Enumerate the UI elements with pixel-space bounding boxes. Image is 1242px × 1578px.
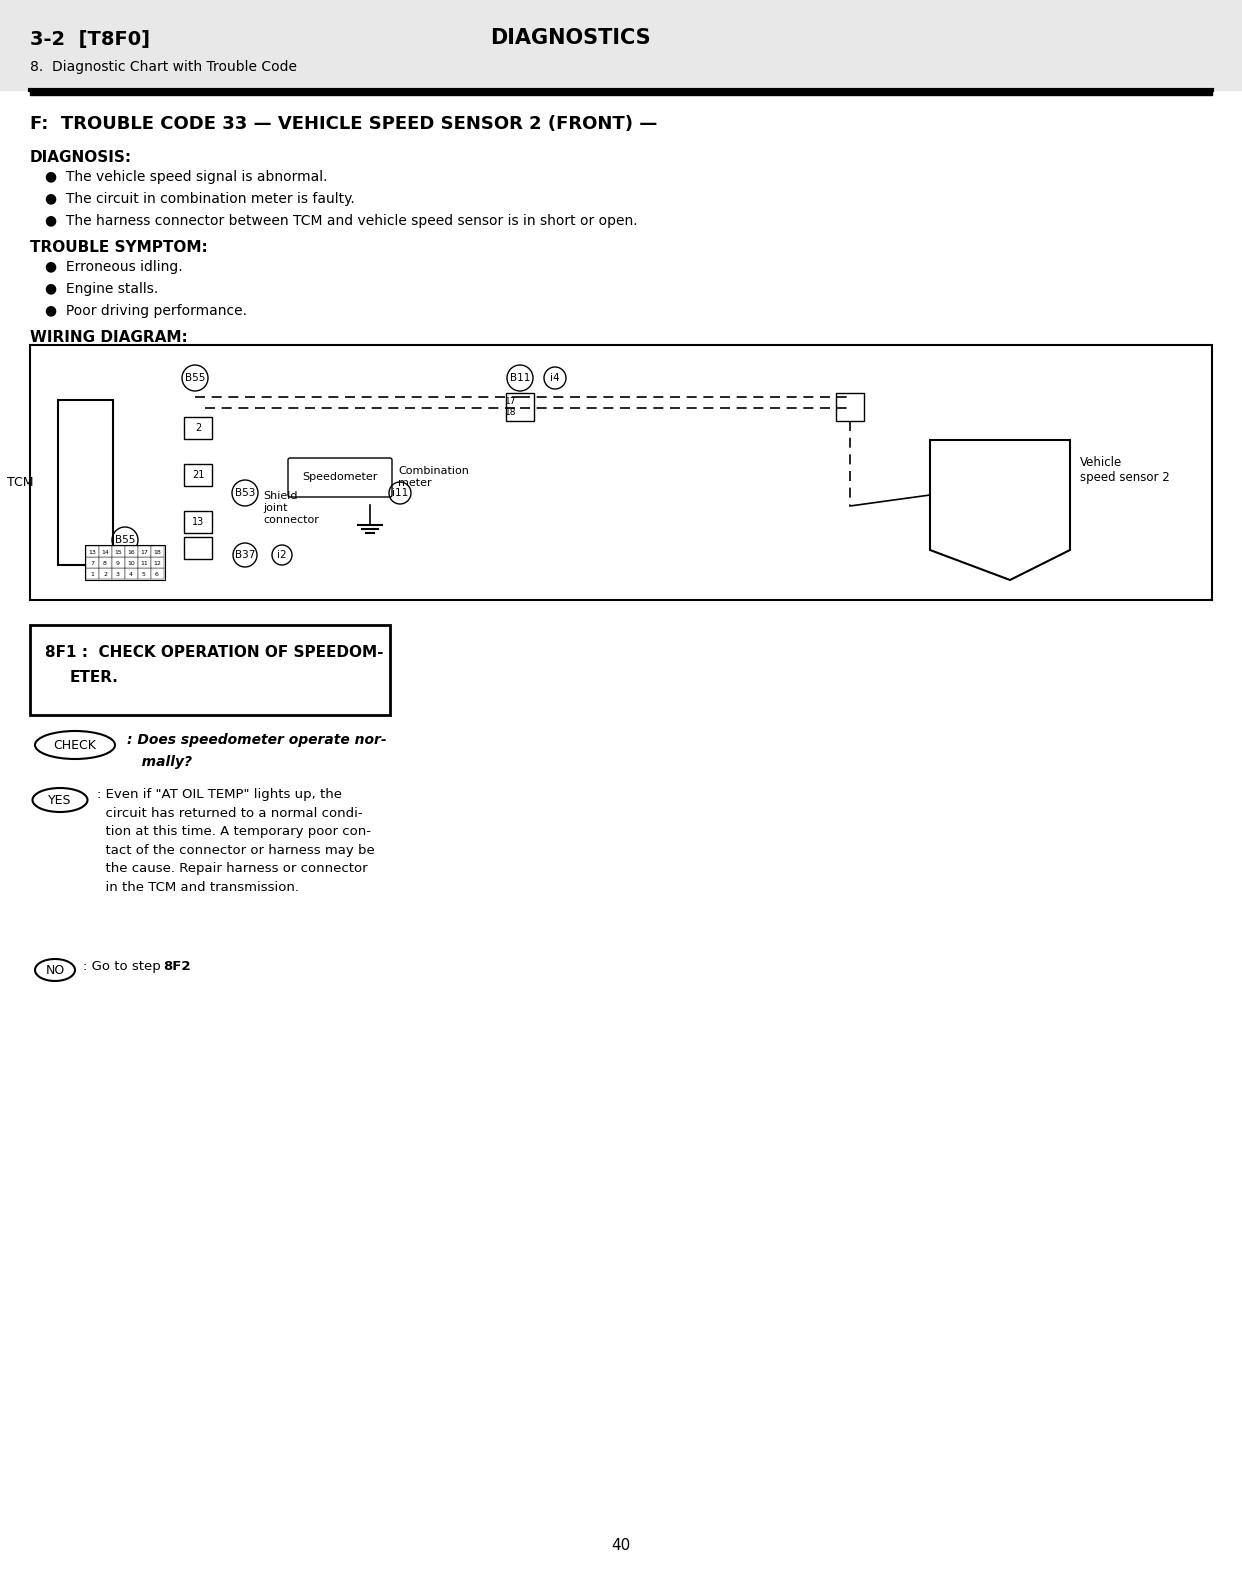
Bar: [125, 557, 138, 568]
Text: 13: 13: [191, 518, 204, 527]
Text: DIAGNOSTICS: DIAGNOSTICS: [491, 28, 651, 47]
Text: 14: 14: [101, 549, 109, 554]
Text: Speedometer: Speedometer: [302, 472, 378, 481]
Text: 17
18: 17 18: [505, 398, 517, 417]
Text: 8F1 :  CHECK OPERATION OF SPEEDOM-: 8F1 : CHECK OPERATION OF SPEEDOM-: [45, 645, 384, 660]
Text: 9: 9: [116, 560, 120, 565]
Bar: [30, 88, 1212, 95]
Text: ●  The circuit in combination meter is faulty.: ● The circuit in combination meter is fa…: [45, 193, 355, 207]
Bar: [138, 546, 152, 557]
Text: 1: 1: [91, 571, 94, 576]
Text: YES: YES: [48, 794, 72, 806]
Bar: [152, 568, 164, 579]
FancyBboxPatch shape: [288, 458, 392, 497]
Bar: [99, 568, 112, 579]
Text: F:  TROUBLE CODE 33 — VEHICLE SPEED SENSOR 2 (FRONT) —: F: TROUBLE CODE 33 — VEHICLE SPEED SENSO…: [30, 115, 657, 133]
Text: ●  The vehicle speed signal is abnormal.: ● The vehicle speed signal is abnormal.: [45, 170, 328, 185]
Text: TCM: TCM: [6, 475, 34, 489]
Text: 18: 18: [153, 549, 161, 554]
Bar: [112, 568, 125, 579]
Text: 13: 13: [88, 549, 96, 554]
Bar: [836, 393, 864, 421]
Text: 2: 2: [103, 571, 107, 576]
Bar: [30, 346, 1212, 600]
Text: 16: 16: [127, 549, 135, 554]
Bar: [86, 546, 99, 557]
Text: Shield
joint
connector: Shield joint connector: [263, 491, 319, 524]
Text: i11: i11: [392, 488, 409, 499]
Text: ETER.: ETER.: [70, 671, 119, 685]
Text: ●  The harness connector between TCM and vehicle speed sensor is in short or ope: ● The harness connector between TCM and …: [45, 215, 637, 227]
Bar: [125, 546, 138, 557]
Bar: [138, 557, 152, 568]
Text: 21: 21: [191, 470, 204, 480]
Text: mally?: mally?: [127, 754, 193, 768]
Bar: [86, 557, 99, 568]
Text: 12: 12: [153, 560, 161, 565]
Text: B37: B37: [235, 551, 255, 560]
Text: Combination
meter: Combination meter: [397, 466, 469, 488]
Text: : Even if "AT OIL TEMP" lights up, the
  circuit has returned to a normal condi-: : Even if "AT OIL TEMP" lights up, the c…: [97, 787, 375, 893]
Bar: [152, 557, 164, 568]
Text: B55: B55: [114, 535, 135, 544]
Text: CHECK: CHECK: [53, 739, 97, 751]
Bar: [0, 0, 1242, 9]
Text: ●  Poor driving performance.: ● Poor driving performance.: [45, 305, 247, 319]
Text: 17: 17: [140, 549, 148, 554]
Bar: [138, 568, 152, 579]
Text: B55: B55: [185, 372, 205, 383]
Text: 11: 11: [140, 560, 148, 565]
Ellipse shape: [32, 787, 87, 813]
Bar: [0, 0, 1242, 90]
Ellipse shape: [35, 959, 75, 982]
Text: WIRING DIAGRAM:: WIRING DIAGRAM:: [30, 330, 188, 346]
Text: i2: i2: [277, 551, 287, 560]
Bar: [99, 557, 112, 568]
Bar: [58, 399, 113, 565]
Bar: [30, 625, 390, 715]
Text: 8F2: 8F2: [163, 959, 190, 972]
Text: 4: 4: [129, 571, 133, 576]
Bar: [125, 568, 138, 579]
Text: .: .: [188, 959, 191, 972]
Text: B11: B11: [509, 372, 530, 383]
Bar: [184, 537, 212, 559]
Text: DIAGNOSIS:: DIAGNOSIS:: [30, 150, 132, 166]
Bar: [505, 393, 534, 421]
Text: : Go to step: : Go to step: [83, 959, 165, 972]
Bar: [152, 546, 164, 557]
Text: 8: 8: [103, 560, 107, 565]
Text: 15: 15: [114, 549, 122, 554]
Text: B53: B53: [235, 488, 255, 499]
Text: ●  Engine stalls.: ● Engine stalls.: [45, 282, 158, 297]
Text: 10: 10: [127, 560, 135, 565]
Text: 3-2  [T8F0]: 3-2 [T8F0]: [30, 30, 150, 49]
Text: i4: i4: [550, 372, 560, 383]
Bar: [0, 0, 1242, 9]
Bar: [84, 544, 165, 581]
Text: 7: 7: [89, 560, 94, 565]
Bar: [86, 568, 99, 579]
Text: NO: NO: [46, 964, 65, 977]
Ellipse shape: [35, 731, 116, 759]
Bar: [184, 417, 212, 439]
Text: 3: 3: [116, 571, 120, 576]
Bar: [112, 546, 125, 557]
Bar: [184, 464, 212, 486]
Bar: [112, 557, 125, 568]
Text: 40: 40: [611, 1537, 631, 1553]
Text: : Does speedometer operate nor-: : Does speedometer operate nor-: [127, 734, 386, 746]
Text: 8.  Diagnostic Chart with Trouble Code: 8. Diagnostic Chart with Trouble Code: [30, 60, 297, 74]
Text: 6: 6: [155, 571, 159, 576]
Text: Vehicle
speed sensor 2: Vehicle speed sensor 2: [1081, 456, 1170, 484]
Text: ●  Erroneous idling.: ● Erroneous idling.: [45, 260, 183, 275]
Text: 2: 2: [195, 423, 201, 432]
Bar: [99, 546, 112, 557]
Text: 5: 5: [142, 571, 147, 576]
Text: TROUBLE SYMPTOM:: TROUBLE SYMPTOM:: [30, 240, 207, 256]
Bar: [184, 511, 212, 533]
